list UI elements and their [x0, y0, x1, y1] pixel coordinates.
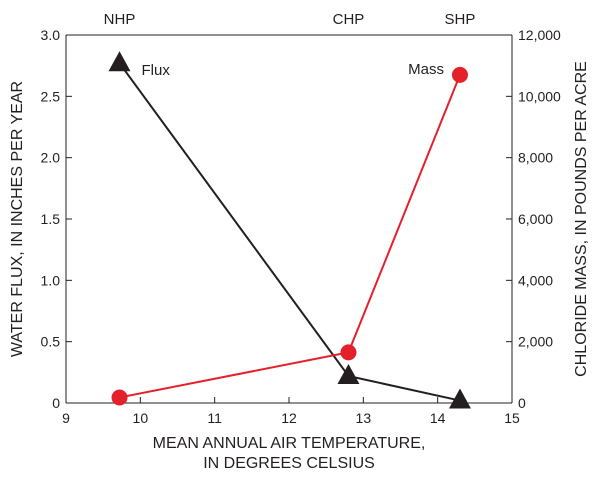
mass-line [119, 74, 461, 399]
x-tick-label: 10 [133, 410, 149, 426]
axis-ticks [65, 34, 513, 404]
x-axis-title-line: IN DEGREES CELSIUS [203, 455, 375, 472]
y-tick-label: 1.0 [41, 272, 61, 288]
y2-tick-label: 10,000 [518, 88, 561, 104]
x-tick-label: 11 [207, 410, 222, 426]
y-tick-label: 2.0 [41, 150, 61, 166]
x-tick-label: 12 [281, 410, 297, 426]
y2-axis-title: CHLORIDE MASS, IN POUNDS PER ACRE [573, 61, 590, 377]
y2-tick-label: 12,000 [518, 27, 561, 43]
site-label-chp: CHP [333, 11, 365, 28]
mass-point [111, 389, 128, 406]
y-tick-label: 1.5 [41, 211, 61, 227]
chart-marks [108, 51, 471, 409]
y2-tick-label: 8,000 [518, 150, 553, 166]
mass-point [451, 66, 468, 83]
chart-labels: 9 10 11 12 13 14 1500.51.01.52.02.53.002,0004,… [9, 11, 590, 472]
plot-frame [65, 34, 513, 404]
site-label-shp: SHP [445, 11, 476, 28]
y2-tick-label: 6,000 [518, 211, 553, 227]
y-tick-label: 2.5 [41, 88, 61, 104]
y-tick-label: 0 [52, 395, 60, 411]
y-tick-label: 0.5 [41, 334, 61, 350]
flux-point [108, 51, 131, 72]
x-tick-label: 13 [356, 410, 372, 426]
flux-line [118, 62, 461, 402]
y2-tick-label: 0 [518, 395, 526, 411]
x-tick-label: 15 [504, 410, 520, 426]
y2-tick-label: 4,000 [518, 272, 553, 288]
y-axis-title: WATER FLUX, IN INCHES PER YEAR [9, 81, 26, 357]
y2-tick-label: 2,000 [518, 334, 553, 350]
y-tick-label: 3.0 [41, 27, 61, 43]
x-tick-label: 9 [62, 410, 70, 426]
mass-series-label: Mass [408, 61, 444, 78]
flux-point [448, 388, 471, 409]
flux-point [337, 364, 360, 385]
mass-point [340, 344, 357, 361]
x-tick-label: 14 [430, 410, 446, 426]
flux-series-label: Flux [142, 62, 171, 79]
x-axis-title-line: MEAN ANNUAL AIR TEMPERATURE, [153, 435, 426, 452]
site-label-nhp: NHP [104, 11, 136, 28]
